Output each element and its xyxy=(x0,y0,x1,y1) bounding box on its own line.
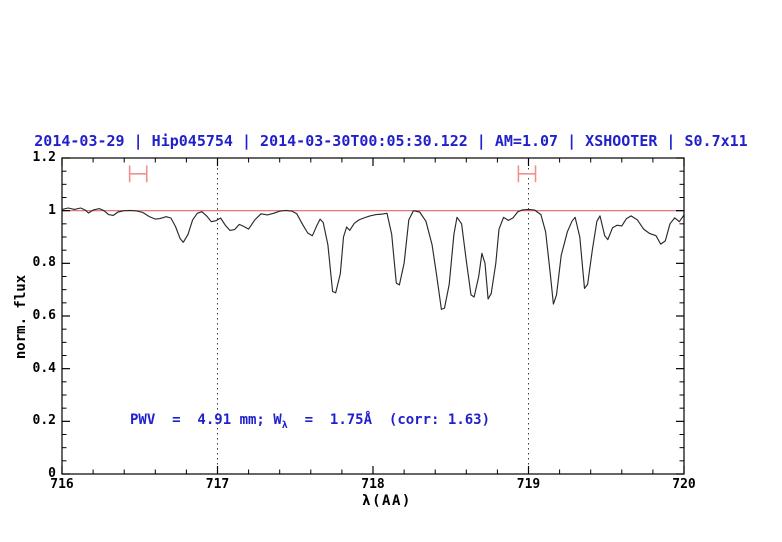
x-axis-label: λ(AA) xyxy=(362,493,412,509)
plot-title: 2014-03-29 | Hip045754 | 2014-03-30T00:0… xyxy=(34,132,748,150)
x-tick-label: 717 xyxy=(205,477,230,492)
x-tick-label: 718 xyxy=(361,477,385,492)
y-tick-label: 0 xyxy=(48,466,56,481)
x-tick-label: 720 xyxy=(672,477,696,492)
x-tick-label: 719 xyxy=(516,477,541,492)
pwv-annotation: PWV = 4.91 mm; Wλ = 1.75Å (corr: 1.63) xyxy=(130,412,491,431)
x-tick-label: 716 xyxy=(50,477,74,492)
y-tick-label: 0.4 xyxy=(32,360,56,376)
y-tick-label: 0.6 xyxy=(32,308,56,323)
y-tick-label: 0.2 xyxy=(32,413,56,429)
spectrum-line xyxy=(61,207,685,310)
pwv-annotation-subscript: λ xyxy=(281,419,288,431)
y-tick-label: 0.8 xyxy=(32,255,56,271)
pwv-annotation-suffix: = 1.75Å (corr: 1.63) xyxy=(287,412,491,428)
pwv-annotation-prefix: PWV = 4.91 mm; W xyxy=(130,412,282,428)
y-tick-label: 1 xyxy=(48,202,56,218)
y-tick-label: 1.2 xyxy=(32,150,56,165)
